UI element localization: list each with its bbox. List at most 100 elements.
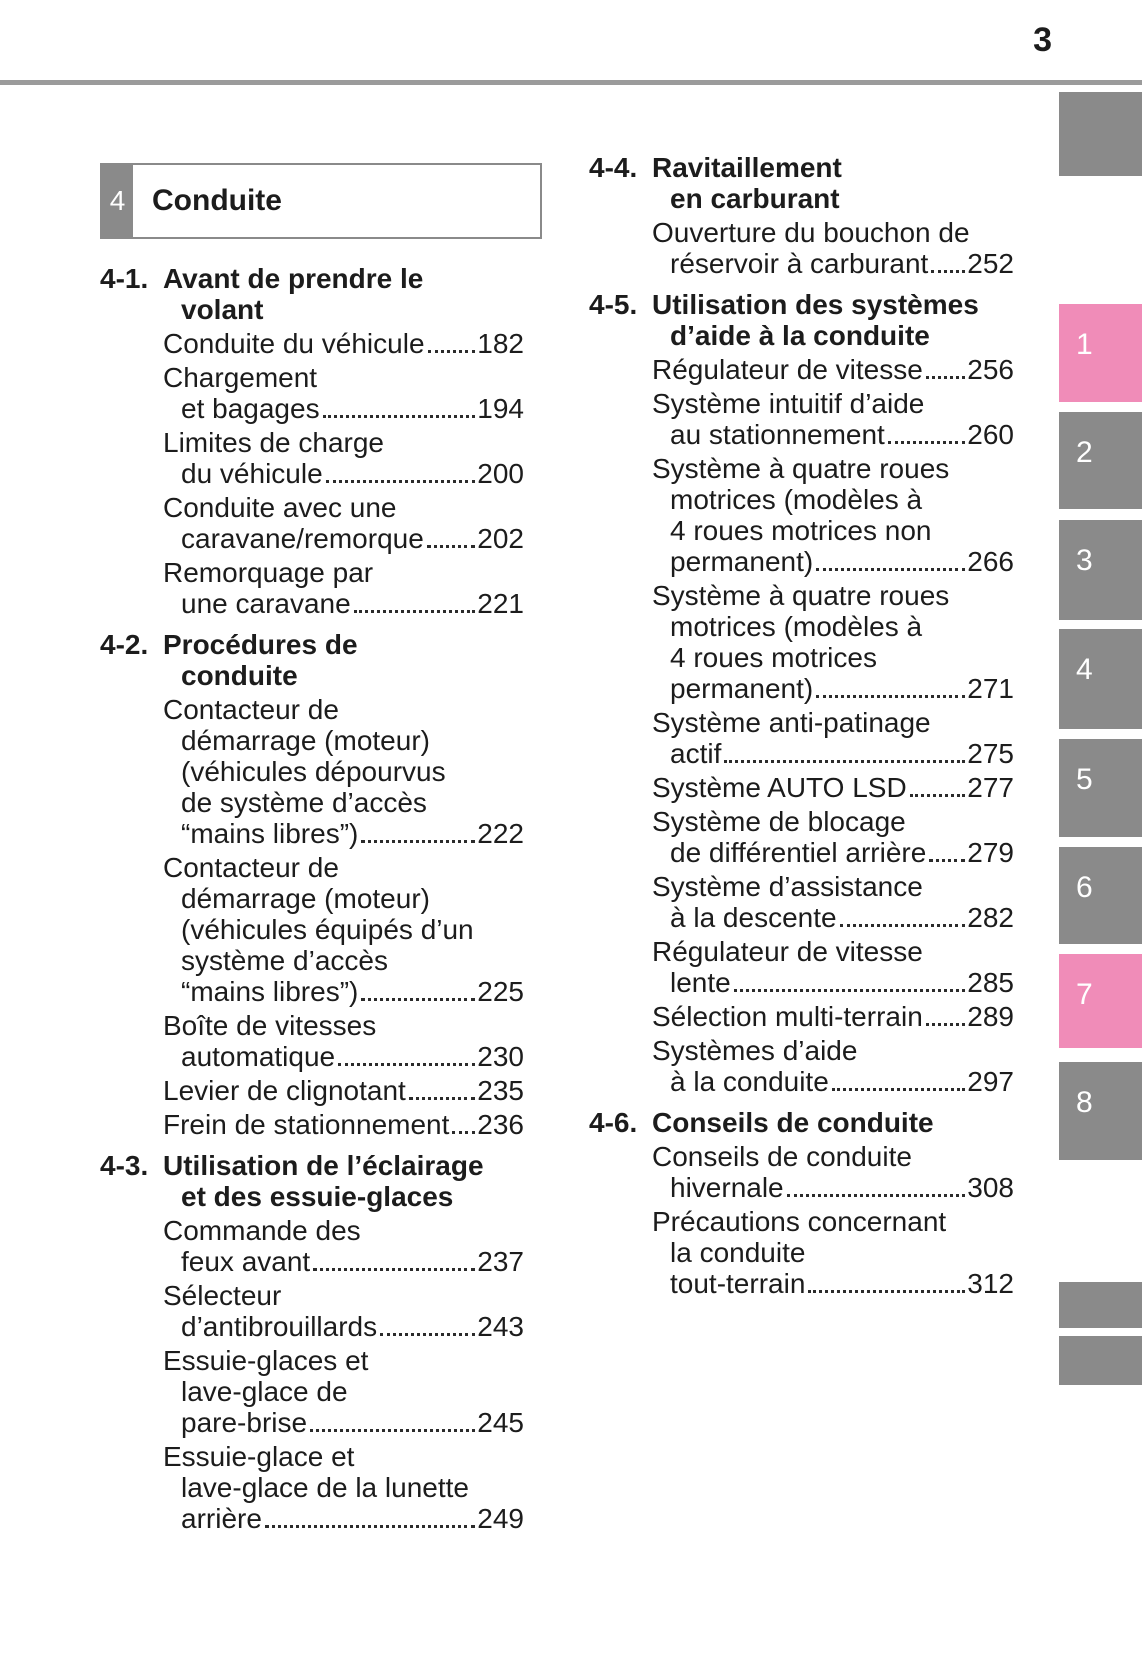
entry-text: actif — [670, 738, 722, 769]
section-title: Conseils de conduite — [652, 1107, 934, 1138]
entry-line: hivernale 308 — [652, 1172, 1014, 1203]
entry-text: Levier de clignotant — [163, 1075, 406, 1106]
toc-entry: Commande des feux avant 237 — [163, 1215, 524, 1277]
entry-line: Système anti-patinage — [652, 707, 931, 738]
toc-entry: Système à quatre roues motrices (modèles … — [652, 453, 1014, 577]
entry-line: Conseils de conduite — [652, 1141, 912, 1172]
entry-line: une caravane 221 — [163, 588, 524, 619]
toc-entry: Système anti-patinage actif 275 — [652, 707, 1014, 769]
entry-line: Conduite du véhicule 182 — [163, 328, 524, 359]
tab-number-label: 5 — [1076, 763, 1093, 796]
toc-section: 4-5. Utilisation des systèmes d’aide à la … — [589, 289, 1014, 1097]
entry-text: permanent) — [670, 546, 814, 577]
entry-page-number: 237 — [477, 1246, 524, 1277]
entry-line: motrices (modèles à — [670, 611, 923, 642]
dot-leader — [929, 859, 966, 862]
dot-leader — [931, 270, 966, 273]
entry-line: pare-brise 245 — [163, 1407, 524, 1438]
section-heading: 4-5. Utilisation des systèmes d’aide à la … — [589, 289, 1014, 351]
toc-entry: Contacteur de démarrage (moteur) (véhicule… — [163, 694, 524, 849]
entry-page-number: 266 — [967, 546, 1014, 577]
entry-line: Sélection multi-terrain 289 — [652, 1001, 1014, 1032]
dot-leader — [325, 480, 476, 483]
toc-entry: Système AUTO LSD 277 — [652, 772, 1014, 803]
dot-leader — [733, 989, 966, 992]
toc-entry: Essuie-glaces et lave-glace de pare-brise 2… — [163, 1345, 524, 1438]
section-title: Utilisation de l’éclairage et des essuie-… — [163, 1150, 484, 1212]
entry-line: “mains libres”) 222 — [163, 818, 524, 849]
toc-entry: Conduite du véhicule 182 — [163, 328, 524, 359]
entry-line: Essuie-glace et — [163, 1441, 355, 1472]
entry-page-number: 225 — [477, 976, 524, 1007]
chapter-thumb-tab-blank — [1059, 1336, 1142, 1385]
section-number: 4-3. — [100, 1150, 149, 1181]
dot-leader — [427, 350, 476, 353]
entry-line: Sélecteur — [163, 1280, 282, 1311]
entry-line: Commande des — [163, 1215, 361, 1246]
section-entries: Régulateur de vitesse 256 Système intuitif… — [652, 354, 1014, 1097]
entry-text: au stationnement — [670, 419, 885, 450]
entry-line: Remorquage par — [163, 557, 374, 588]
entry-line: (véhicules dépourvus — [181, 756, 446, 787]
entry-line: Régulateur de vitesse 256 — [652, 354, 1014, 385]
section-number: 4-6. — [589, 1107, 638, 1138]
entry-page-number: 200 — [477, 458, 524, 489]
chapter-thumb-tab-8: 8 — [1059, 1062, 1142, 1160]
entry-line: au stationnement 260 — [652, 419, 1014, 450]
entry-line: Levier de clignotant 235 — [163, 1075, 524, 1106]
entry-line: “mains libres”) 225 — [163, 976, 524, 1007]
entry-page-number: 308 — [967, 1172, 1014, 1203]
entry-line: Chargement — [163, 362, 318, 393]
tab-number-label: 1 — [1076, 328, 1093, 361]
entry-line: Systèmes d’aide — [652, 1035, 858, 1066]
entry-line: d’antibrouillards 243 — [163, 1311, 524, 1342]
dot-leader — [361, 840, 476, 843]
entry-line: arrière 249 — [163, 1503, 524, 1534]
dot-leader — [816, 568, 966, 571]
toc-entry: Conseils de conduite hivernale 308 — [652, 1141, 1014, 1203]
tab-number-label: 7 — [1076, 978, 1093, 1011]
chapter-thumb-tab-2: 2 — [1059, 412, 1142, 509]
dot-leader — [887, 441, 966, 444]
entry-page-number: 297 — [967, 1066, 1014, 1097]
chapter-thumb-tab-4: 4 — [1059, 629, 1142, 729]
dot-leader — [338, 1063, 476, 1066]
entry-line: Contacteur de — [163, 852, 339, 883]
entry-page-number: 260 — [967, 419, 1014, 450]
section-entries: Conduite du véhicule 182 Chargement et baga… — [163, 328, 524, 619]
section-title-line: Utilisation des systèmes — [652, 289, 979, 320]
toc-left-column: 4 Conduite 4-1. Avant de prendre le volant… — [100, 163, 542, 1537]
section-entries: Ouverture du bouchon de réservoir à carbu… — [652, 217, 1014, 279]
entry-text: Régulateur de vitesse — [652, 354, 923, 385]
entry-line: la conduite — [670, 1237, 806, 1268]
entry-text: Conduite du véhicule — [163, 328, 425, 359]
toc-entry: Système à quatre roues motrices (modèles … — [652, 580, 1014, 704]
toc-entry: Système d’assistance à la descente 282 — [652, 871, 1014, 933]
entry-line: Limites de charge — [163, 427, 385, 458]
tab-number-label: 2 — [1076, 436, 1093, 469]
toc-entry: Précautions concernant la conduite tout-te… — [652, 1206, 1014, 1299]
entry-line: à la conduite 297 — [652, 1066, 1014, 1097]
entry-text: Système AUTO LSD — [652, 772, 907, 803]
dot-leader — [724, 760, 966, 763]
entry-page-number: 271 — [967, 673, 1014, 704]
dot-leader — [426, 545, 476, 548]
entry-text: du véhicule — [181, 458, 323, 489]
section-title: Procédures de conduite — [163, 629, 358, 691]
entry-text: Sélection multi-terrain — [652, 1001, 923, 1032]
entry-text: arrière — [181, 1503, 262, 1534]
section-title-line: Utilisation de l’éclairage — [163, 1150, 484, 1181]
dot-leader — [831, 1088, 966, 1091]
toc-section: 4-6. Conseils de conduite Conseils de cond… — [589, 1107, 1014, 1299]
toc-entry: Levier de clignotant 235 — [163, 1075, 524, 1106]
entry-text: feux avant — [181, 1246, 311, 1277]
entry-page-number: 256 — [967, 354, 1014, 385]
dot-leader — [408, 1097, 476, 1100]
entry-text: tout-terrain — [670, 1268, 806, 1299]
entry-text: réservoir à carburant — [670, 248, 929, 279]
entry-page-number: 277 — [967, 772, 1014, 803]
dot-leader — [264, 1525, 476, 1528]
entry-text: Frein de stationnement — [163, 1109, 450, 1140]
section-title: Ravitaillement en carburant — [652, 152, 842, 214]
section-entries: Contacteur de démarrage (moteur) (véhicule… — [163, 694, 524, 1140]
